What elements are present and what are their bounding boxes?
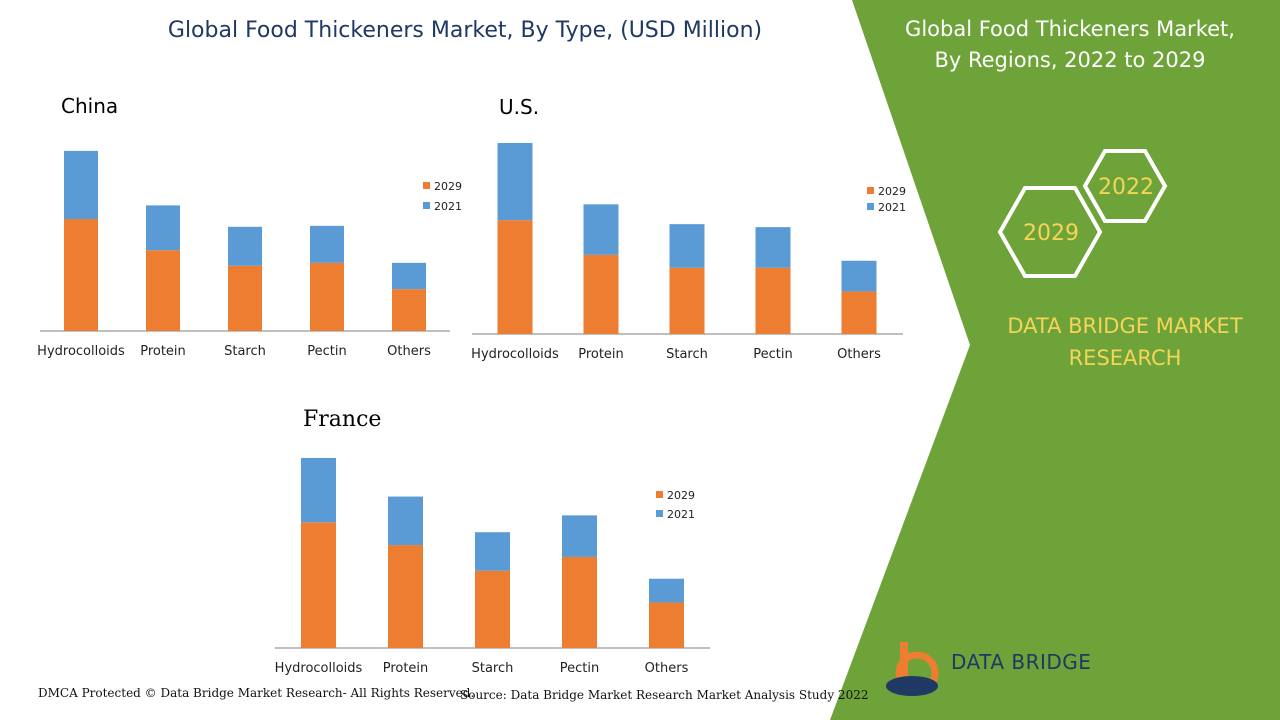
x-tick-label: Hydrocolloids	[37, 344, 125, 359]
chart-title-china: China	[61, 94, 119, 118]
bar-2021-starch	[228, 226, 262, 266]
x-tick-label: Starch	[472, 661, 514, 676]
chart-title-us: U.S.	[499, 95, 540, 119]
bar-2021-pectin	[310, 225, 344, 263]
x-tick-label: Others	[837, 347, 881, 362]
x-tick-label: Pectin	[307, 344, 346, 359]
brand-tagline: DATA BRIDGE MARKET RESEARCH	[985, 310, 1265, 374]
bar-2029-pectin	[562, 556, 597, 648]
bar-2029-protein	[388, 545, 423, 648]
right-panel-title-line1: Global Food Thickeners Market,	[905, 17, 1235, 41]
legend-swatch-2029	[423, 182, 430, 189]
legend-swatch-2021	[656, 510, 663, 517]
x-tick-label: Others	[645, 661, 689, 676]
bar-2029-starch	[228, 265, 262, 331]
bar-2021-others	[841, 260, 877, 292]
x-tick-label: Starch	[666, 347, 708, 362]
x-tick-label: Hydrocolloids	[275, 661, 363, 676]
x-tick-label: Pectin	[753, 347, 792, 362]
right-panel-title-line2: By Regions, 2022 to 2029	[934, 48, 1206, 72]
bar-2021-hydrocolloids	[301, 457, 336, 523]
x-tick-label: Protein	[383, 661, 429, 676]
bar-2029-protein	[583, 254, 619, 334]
brand-line1: DATA BRIDGE MARKET	[1007, 314, 1243, 338]
bar-2029-others	[649, 602, 684, 648]
bar-2029-others	[392, 289, 426, 331]
bar-2021-others	[649, 578, 684, 603]
bar-2029-others	[841, 291, 877, 334]
bar-2021-hydrocolloids	[64, 150, 98, 220]
bar-2029-starch	[475, 570, 510, 648]
legend-swatch-2029	[656, 491, 663, 498]
bar-2029-protein	[146, 250, 180, 331]
bar-2021-protein	[583, 204, 619, 255]
bar-2029-pectin	[755, 267, 791, 334]
chart-title-france: France	[303, 407, 382, 432]
legend-swatch-2029	[867, 187, 874, 194]
legend-swatch-2021	[423, 202, 430, 209]
bar-2021-starch	[475, 532, 510, 571]
legend-label-2029: 2029	[878, 185, 906, 198]
x-tick-label: Hydrocolloids	[471, 347, 559, 362]
bar-2029-starch	[669, 267, 705, 334]
footer-source: Source: Data Bridge Market Research Mark…	[460, 688, 869, 702]
bar-2029-hydrocolloids	[64, 219, 98, 331]
hex-year-2029: 2029	[1023, 221, 1079, 246]
legend-swatch-2021	[867, 203, 874, 210]
bar-2021-protein	[388, 496, 423, 546]
bar-2021-others	[392, 262, 426, 290]
right-panel-title: Global Food Thickeners Market, By Region…	[880, 14, 1260, 76]
hexagon-2029	[997, 186, 1103, 278]
logo-text: DATA BRIDGE	[951, 650, 1092, 674]
legend-label-2029: 2029	[434, 180, 462, 193]
bar-2021-starch	[669, 224, 705, 268]
bar-2021-protein	[146, 205, 180, 251]
hexagon-2022	[1082, 149, 1168, 223]
x-tick-label: Protein	[140, 344, 186, 359]
legend-label-2021: 2021	[878, 201, 906, 214]
green-panel	[830, 0, 1280, 720]
legend-label-2021: 2021	[434, 200, 462, 213]
brand-line2: RESEARCH	[1068, 346, 1182, 370]
bar-2021-pectin	[755, 227, 791, 268]
bar-2029-pectin	[310, 262, 344, 331]
x-tick-label: Pectin	[560, 661, 599, 676]
data-bridge-logo-icon	[886, 642, 939, 696]
footer-copyright: DMCA Protected © Data Bridge Market Rese…	[38, 686, 475, 700]
bar-2021-hydrocolloids	[497, 142, 533, 221]
bar-2029-hydrocolloids	[497, 220, 533, 334]
x-tick-label: Others	[387, 344, 431, 359]
hex-year-2022: 2022	[1098, 175, 1154, 200]
legend-label-2029: 2029	[667, 489, 695, 502]
page-title: Global Food Thickeners Market, By Type, …	[167, 18, 763, 43]
legend-label-2021: 2021	[667, 508, 695, 521]
x-tick-label: Starch	[224, 344, 266, 359]
x-tick-label: Protein	[578, 347, 624, 362]
bar-2021-pectin	[562, 515, 597, 557]
bar-2029-hydrocolloids	[301, 522, 336, 648]
